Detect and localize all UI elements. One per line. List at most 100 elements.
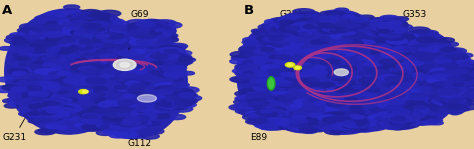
Ellipse shape — [297, 70, 311, 74]
Ellipse shape — [85, 118, 101, 122]
Ellipse shape — [319, 37, 331, 40]
Ellipse shape — [302, 69, 314, 72]
Ellipse shape — [273, 63, 285, 67]
Ellipse shape — [161, 90, 171, 93]
Ellipse shape — [299, 129, 309, 132]
Ellipse shape — [241, 81, 261, 86]
Ellipse shape — [59, 48, 70, 51]
Ellipse shape — [261, 117, 278, 122]
Ellipse shape — [98, 51, 121, 58]
Ellipse shape — [260, 103, 273, 107]
Ellipse shape — [123, 79, 143, 85]
Ellipse shape — [271, 91, 294, 98]
Ellipse shape — [386, 38, 408, 44]
Ellipse shape — [302, 29, 315, 32]
Ellipse shape — [33, 92, 46, 96]
Ellipse shape — [392, 22, 406, 27]
Ellipse shape — [313, 121, 328, 125]
Ellipse shape — [385, 28, 408, 34]
Ellipse shape — [40, 104, 55, 109]
Ellipse shape — [76, 56, 91, 60]
Ellipse shape — [14, 41, 30, 46]
Ellipse shape — [397, 114, 408, 117]
Ellipse shape — [45, 47, 65, 52]
Ellipse shape — [276, 21, 297, 27]
Ellipse shape — [340, 21, 357, 27]
Ellipse shape — [340, 39, 363, 46]
Ellipse shape — [363, 63, 381, 68]
Ellipse shape — [290, 120, 302, 124]
Ellipse shape — [163, 104, 174, 107]
Ellipse shape — [386, 29, 405, 35]
Ellipse shape — [416, 101, 436, 107]
Ellipse shape — [408, 47, 423, 51]
Ellipse shape — [294, 124, 310, 128]
Ellipse shape — [338, 121, 354, 125]
Ellipse shape — [285, 63, 295, 67]
Ellipse shape — [127, 116, 140, 120]
Ellipse shape — [17, 40, 32, 44]
Ellipse shape — [303, 124, 317, 128]
Ellipse shape — [331, 20, 349, 25]
Ellipse shape — [377, 37, 392, 42]
Ellipse shape — [113, 122, 123, 125]
Ellipse shape — [154, 32, 168, 36]
Ellipse shape — [93, 116, 112, 121]
Ellipse shape — [326, 119, 338, 123]
Ellipse shape — [108, 113, 126, 118]
Ellipse shape — [322, 127, 337, 131]
Ellipse shape — [152, 30, 172, 35]
Ellipse shape — [238, 109, 259, 115]
Ellipse shape — [84, 24, 101, 28]
Ellipse shape — [387, 52, 399, 55]
Ellipse shape — [108, 122, 128, 128]
Ellipse shape — [161, 60, 174, 64]
Ellipse shape — [327, 11, 346, 17]
Ellipse shape — [18, 65, 39, 71]
Ellipse shape — [86, 78, 107, 84]
Ellipse shape — [352, 38, 375, 44]
Ellipse shape — [139, 73, 155, 77]
Ellipse shape — [314, 48, 326, 51]
Ellipse shape — [44, 59, 60, 64]
Ellipse shape — [148, 57, 161, 61]
Ellipse shape — [454, 79, 465, 82]
Ellipse shape — [325, 128, 348, 135]
Ellipse shape — [159, 62, 172, 66]
Ellipse shape — [343, 126, 355, 129]
Ellipse shape — [388, 21, 402, 25]
Ellipse shape — [416, 73, 429, 77]
Ellipse shape — [155, 31, 175, 36]
Ellipse shape — [266, 96, 287, 103]
Ellipse shape — [371, 93, 391, 98]
Ellipse shape — [29, 34, 45, 38]
Ellipse shape — [27, 79, 49, 86]
Ellipse shape — [332, 20, 352, 25]
Ellipse shape — [88, 14, 101, 18]
Ellipse shape — [293, 26, 313, 32]
Ellipse shape — [62, 100, 74, 104]
Ellipse shape — [438, 60, 456, 65]
Ellipse shape — [96, 80, 115, 85]
Ellipse shape — [394, 25, 406, 29]
Ellipse shape — [160, 31, 173, 34]
Ellipse shape — [80, 76, 97, 80]
Ellipse shape — [265, 54, 287, 60]
Ellipse shape — [269, 39, 286, 44]
Ellipse shape — [338, 14, 353, 18]
Ellipse shape — [31, 98, 49, 103]
Ellipse shape — [16, 78, 38, 85]
Ellipse shape — [390, 19, 403, 23]
Ellipse shape — [235, 66, 248, 70]
Ellipse shape — [328, 53, 347, 58]
Ellipse shape — [311, 18, 328, 23]
Ellipse shape — [307, 20, 323, 24]
Ellipse shape — [289, 15, 299, 18]
Ellipse shape — [41, 56, 60, 61]
Ellipse shape — [330, 26, 343, 30]
Ellipse shape — [335, 51, 355, 56]
Ellipse shape — [24, 82, 39, 86]
Ellipse shape — [293, 119, 314, 125]
Ellipse shape — [89, 121, 105, 126]
Ellipse shape — [133, 26, 144, 30]
